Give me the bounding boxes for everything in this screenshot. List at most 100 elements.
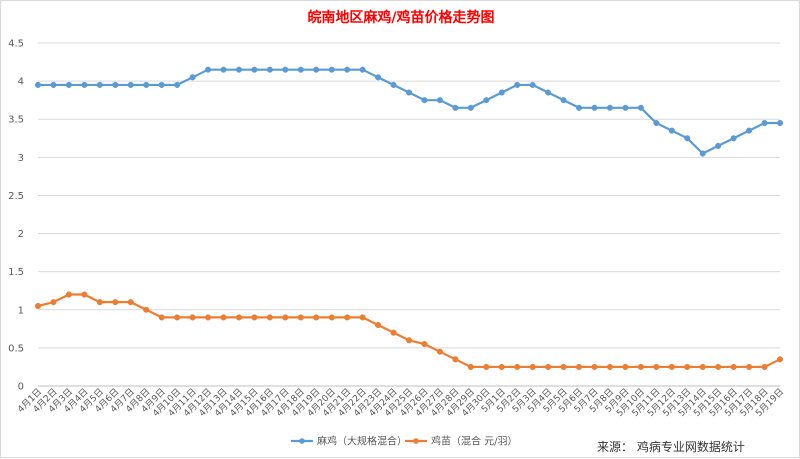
y-tick-label: 4 [18,77,24,88]
legend-label: 麻鸡（大规格混合） [317,435,407,448]
data-point [174,81,181,88]
data-point [189,74,196,81]
data-point [730,135,737,142]
data-point [715,363,722,370]
data-point [266,314,273,321]
y-tick-label: 1 [18,305,24,316]
data-point [575,104,583,111]
data-point [297,314,304,321]
data-point [50,299,57,306]
data-point [220,314,227,321]
data-point [143,81,150,88]
data-point [405,337,413,344]
data-point [220,66,227,73]
y-tick-label: 2 [18,229,24,240]
series-1 [34,66,784,157]
data-point [436,348,443,355]
data-point [251,66,258,73]
y-tick-label: 4.5 [8,39,24,50]
data-point [235,314,243,321]
data-point [390,81,397,88]
data-point [668,363,675,370]
data-point [359,66,366,73]
data-point [405,89,413,96]
data-point [776,356,784,363]
data-point [653,119,660,127]
data-point [699,150,706,157]
data-point [715,142,722,149]
data-point [127,299,134,306]
data-point [529,81,536,88]
data-point [328,66,335,73]
data-point [761,119,768,127]
data-point [127,81,134,88]
data-point [50,81,57,88]
data-point [375,321,382,329]
series-group [34,66,784,370]
data-point [251,314,258,321]
data-point [390,329,397,336]
data-point [637,104,644,111]
data-point [313,314,320,321]
legend-label: 鸡苗（混合 元/羽） [431,435,518,448]
data-point [746,363,753,370]
data-point [65,81,72,88]
y-tick-label: 2.5 [8,191,24,202]
data-point [591,363,598,370]
y-tick-label: 0.5 [8,343,24,354]
data-point [591,104,598,111]
data-point [174,314,181,321]
data-point [282,314,289,321]
data-point [746,127,753,134]
gridlines [38,42,780,387]
data-point [158,314,165,321]
series-2 [34,291,784,370]
data-point [653,363,660,370]
data-point [266,66,273,73]
legend-item: 鸡苗（混合 元/羽） [405,435,518,448]
data-point [498,363,505,370]
data-point [529,363,536,370]
data-point [297,66,304,73]
data-point [344,314,351,321]
data-point [359,314,366,321]
y-axis-ticks: 0 0.5 1 1.5 2 2.5 3 3.5 4 4.5 [8,39,24,393]
series-line [38,68,780,155]
data-point [204,314,212,321]
data-point [421,341,428,348]
data-point [452,356,459,363]
data-point [282,66,289,73]
data-point [344,66,351,73]
data-point [81,291,88,298]
data-point [483,97,490,104]
data-point [328,314,335,321]
data-point [313,66,320,73]
data-point [158,81,165,88]
y-tick-label: 3.5 [8,115,24,126]
data-point [668,127,675,134]
data-point [34,81,42,88]
legend: 麻鸡（大规格混合） 鸡苗（混合 元/羽） [291,435,518,448]
data-point [204,66,212,73]
legend-swatch-marker [299,438,305,444]
data-point [235,66,243,73]
data-point [436,97,443,104]
data-point [375,74,382,81]
series-line [37,293,781,369]
data-point [730,363,737,370]
data-point [514,363,521,370]
data-point [776,119,784,127]
data-point [81,81,88,88]
data-point [34,302,42,310]
data-point [545,363,552,370]
y-tick-label: 3 [18,153,24,164]
data-point [467,104,474,111]
legend-item: 麻鸡（大规格混合） [291,435,407,448]
data-point [112,299,119,306]
data-point [65,291,72,298]
data-point [112,81,119,88]
data-point [606,363,614,370]
data-point [560,97,567,104]
data-point [560,363,567,370]
